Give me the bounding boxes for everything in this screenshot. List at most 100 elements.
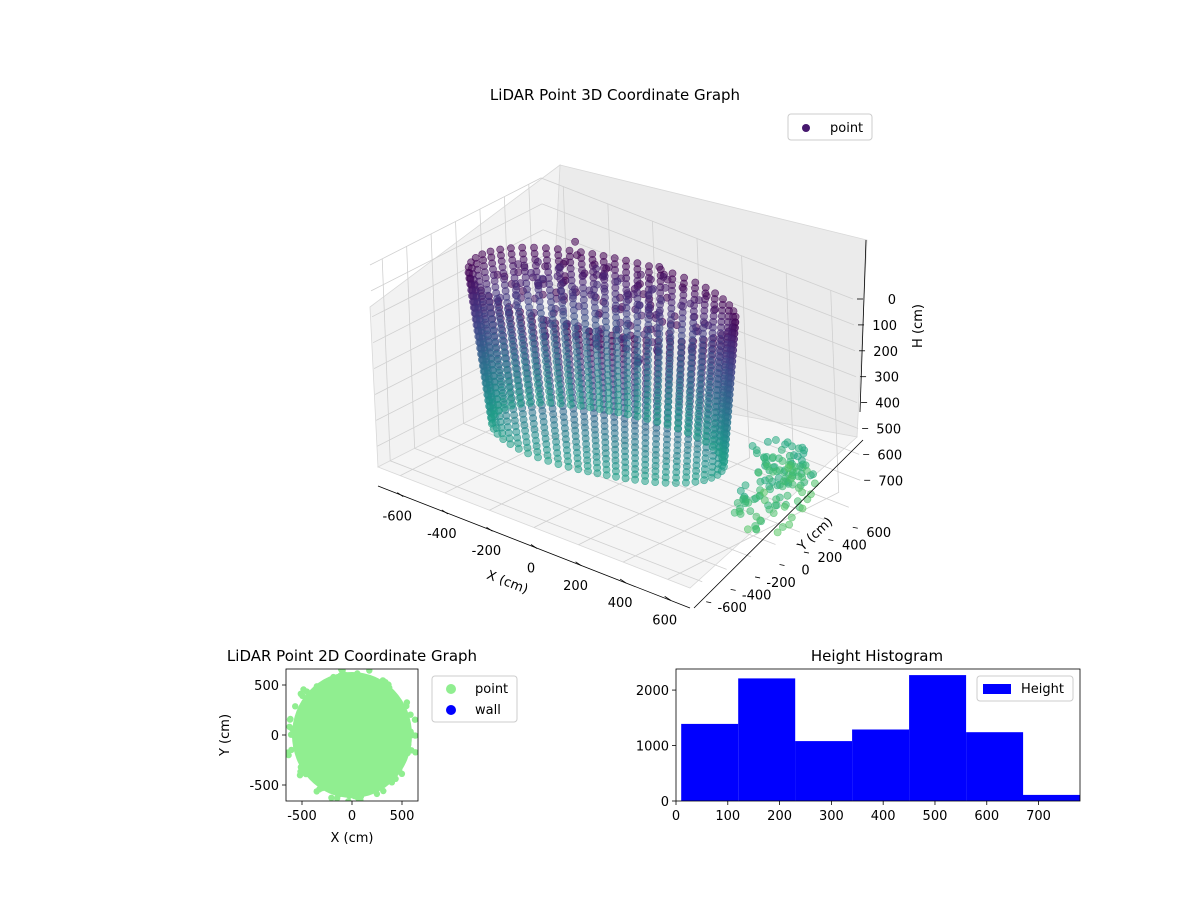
point-3d <box>763 462 772 471</box>
point-3d <box>493 429 502 438</box>
x-tick-label: -400 <box>427 527 457 542</box>
point-3d <box>785 451 794 460</box>
point-3d <box>779 477 788 485</box>
point-2d <box>411 716 418 723</box>
point-3d <box>760 496 769 505</box>
point-3d <box>602 471 611 479</box>
y-tick-label: -400 <box>742 588 772 603</box>
point-3d <box>803 467 811 475</box>
y-tick <box>706 601 712 604</box>
point-3d <box>593 280 601 289</box>
point-3d <box>586 403 595 412</box>
z-tick-label: 600 <box>877 448 902 463</box>
point-3d <box>682 478 690 487</box>
point-3d <box>600 272 609 281</box>
axes-2d: LiDAR Point 2D Coordinate Graph -500 0 500… <box>218 647 518 846</box>
point-3d <box>691 477 700 486</box>
legend-label-wall-2d: wall <box>475 703 501 718</box>
point-2d <box>330 673 337 681</box>
point-2d <box>286 716 294 723</box>
point-2d <box>301 700 308 707</box>
point-2d <box>340 789 348 796</box>
x-tick-label: -200 <box>472 544 502 559</box>
y-tick-label-hist: 0 <box>661 795 669 810</box>
histogram-bar <box>681 723 739 801</box>
x-axis-label-3d: X (cm) <box>484 568 530 597</box>
y-tick <box>828 539 834 542</box>
point-2d <box>380 787 387 795</box>
point-3d <box>538 274 547 283</box>
point-3d <box>655 262 664 271</box>
legend-marker-point-2d <box>446 684 456 694</box>
point-3d <box>534 453 542 462</box>
point-2d <box>297 763 305 771</box>
point-3d <box>701 437 710 446</box>
point-2d <box>407 711 414 718</box>
x-tick-label-hist: 0 <box>672 809 680 824</box>
point-2d <box>380 683 387 690</box>
point-3d <box>661 283 670 292</box>
y-tick <box>730 588 736 591</box>
y-tick-label: 0 <box>801 564 809 579</box>
point-3d <box>772 436 780 444</box>
point-2d <box>405 741 412 748</box>
point-2d <box>366 669 373 674</box>
point-3d <box>614 408 623 417</box>
point-3d <box>750 495 759 504</box>
point-2d <box>412 732 418 739</box>
point-3d <box>798 473 806 482</box>
points-2d <box>286 669 418 801</box>
point-3d <box>718 453 726 461</box>
z-axis-label-3d: H (cm) <box>911 304 926 348</box>
point-2d <box>286 749 292 756</box>
point-3d <box>798 504 807 513</box>
x-tick <box>575 561 582 567</box>
point-3d <box>605 406 613 415</box>
point-3d <box>686 299 695 308</box>
chart-title-2d: LiDAR Point 2D Coordinate Graph <box>227 647 477 665</box>
point-2d <box>373 790 381 798</box>
z-tick-label: 400 <box>875 397 900 412</box>
point-3d <box>633 412 642 421</box>
point-2d <box>328 794 335 801</box>
point-2d <box>313 788 320 795</box>
point-3d <box>623 410 632 419</box>
point-2d <box>300 686 307 693</box>
point-3d <box>571 237 579 246</box>
legend-label-point-2d: point <box>475 682 508 697</box>
point-3d <box>584 467 592 476</box>
point-3d <box>773 528 782 537</box>
x-tick-label-hist: 100 <box>715 809 740 824</box>
histogram-bar <box>795 741 853 801</box>
histogram-bar <box>1023 794 1080 801</box>
point-3d <box>744 525 752 534</box>
point-3d <box>735 507 744 516</box>
point-3d <box>754 468 763 477</box>
legend-marker-point <box>802 124 810 132</box>
point-2d <box>286 723 293 730</box>
point-3d <box>556 399 565 408</box>
point-2d <box>357 796 364 801</box>
point-3d <box>752 512 761 521</box>
point-3d <box>554 264 563 273</box>
histogram-bars <box>681 675 1080 801</box>
point-3d <box>693 432 701 441</box>
point-2d <box>412 749 418 756</box>
x-tick-label: -600 <box>383 510 413 525</box>
point-3d <box>683 428 692 437</box>
point-2d <box>386 684 393 691</box>
point-3d <box>769 467 777 476</box>
y-tick <box>779 564 785 566</box>
legend-swatch-height <box>983 684 1011 694</box>
x-tick <box>441 509 449 515</box>
point-3d <box>595 405 604 413</box>
axes-histogram: Height Histogram 0 100 200 300 400 500 600 7000… <box>636 647 1081 824</box>
x-tick-label-hist: 600 <box>974 809 999 824</box>
legend-2d: point wall <box>431 675 518 723</box>
x-tick-label: 400 <box>608 596 633 611</box>
histogram-bar <box>966 732 1024 801</box>
point-2d <box>403 715 410 722</box>
point-3d <box>785 520 794 529</box>
point-3d <box>778 457 787 465</box>
point-3d <box>766 485 774 494</box>
